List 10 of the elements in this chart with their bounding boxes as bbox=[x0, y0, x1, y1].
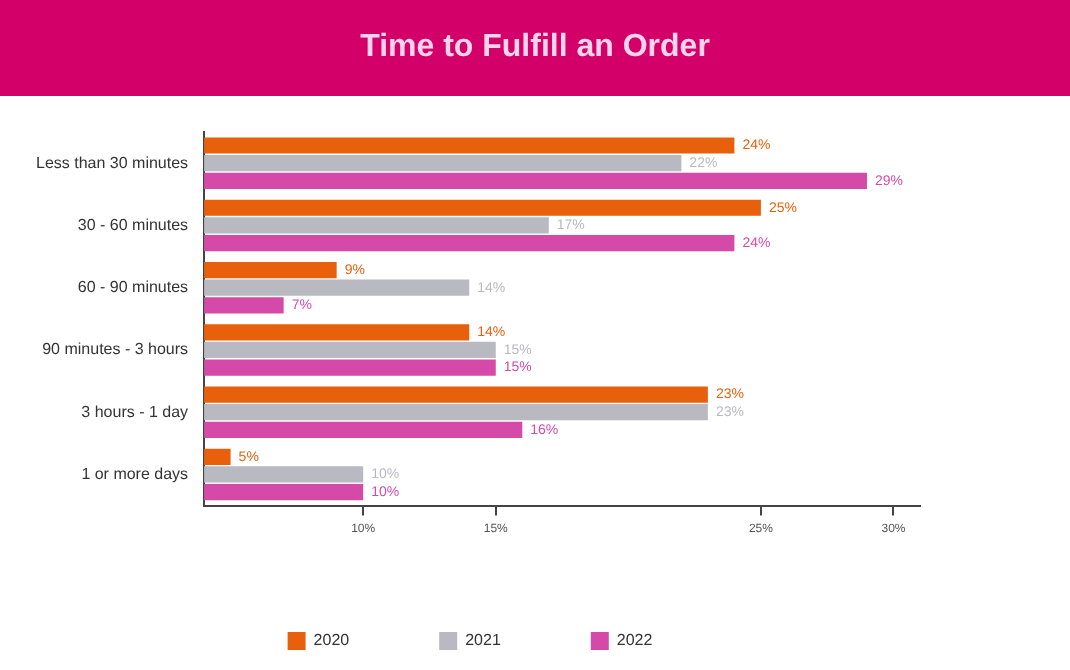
y-tick-label: 3 hours - 1 day bbox=[81, 402, 189, 421]
y-tick-label: 30 - 60 minutes bbox=[77, 215, 189, 234]
y-tick-label: 90 minutes - 3 hours bbox=[42, 340, 189, 359]
legend-label: 2021 bbox=[465, 631, 502, 650]
legend-label: 2020 bbox=[313, 631, 351, 650]
legend-label: 2022 bbox=[616, 631, 654, 650]
chart-title: Time to Fulfill an Order bbox=[0, 0, 1070, 96]
y-tick-label: 1 or more days bbox=[81, 464, 189, 483]
y-tick-label: 60 - 90 minutes bbox=[77, 278, 189, 297]
y-tick-label: Less than 30 minutes bbox=[36, 153, 189, 172]
